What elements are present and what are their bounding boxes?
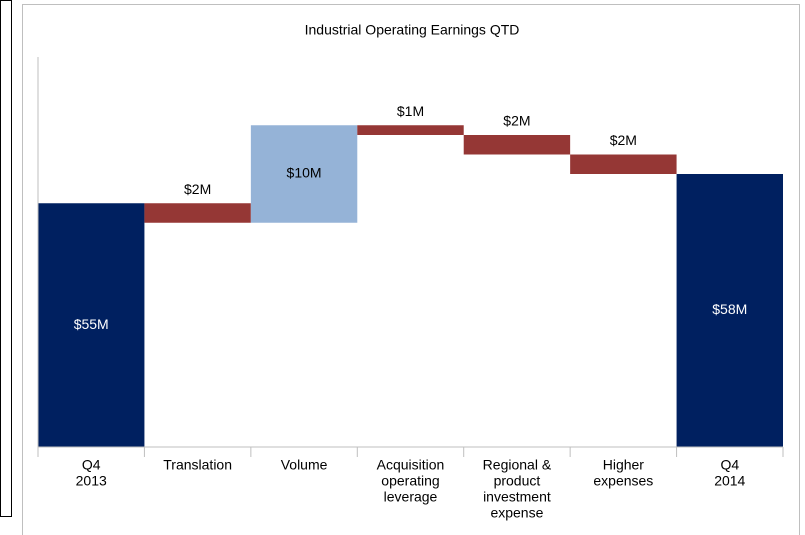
x-tick-label: leverage <box>384 489 438 505</box>
x-tick-label: investment <box>483 489 551 505</box>
x-tick-label: 2013 <box>76 473 107 489</box>
value-label: $10M <box>287 165 322 181</box>
bar <box>38 203 145 447</box>
x-tick-label: expenses <box>593 473 653 489</box>
x-tick-label: 2014 <box>714 473 745 489</box>
bar <box>144 203 251 223</box>
x-tick-label: Higher <box>603 457 645 473</box>
value-label: $55M <box>74 316 109 332</box>
x-tick-label: Translation <box>163 457 232 473</box>
value-label: $2M <box>184 181 211 197</box>
x-tick-label: Regional & <box>483 457 552 473</box>
bar <box>357 125 464 135</box>
value-label: $1M <box>397 103 424 119</box>
x-tick-label: Q4 <box>82 457 101 473</box>
value-label: $2M <box>610 132 637 148</box>
x-tick-label: expense <box>490 505 543 521</box>
value-label: $2M <box>503 113 530 129</box>
chart-title: Industrial Operating Earnings QTD <box>305 22 520 38</box>
x-tick-label: Q4 <box>720 457 739 473</box>
x-tick-label: operating <box>381 473 439 489</box>
side-frame <box>0 0 12 517</box>
x-tick-label: Volume <box>281 457 328 473</box>
value-label: $58M <box>712 301 747 317</box>
x-tick-label: Acquisition <box>377 457 445 473</box>
bar <box>570 154 677 174</box>
bar <box>250 125 358 223</box>
x-tick-label: product <box>494 473 541 489</box>
bar <box>676 174 783 447</box>
bar <box>463 135 571 155</box>
